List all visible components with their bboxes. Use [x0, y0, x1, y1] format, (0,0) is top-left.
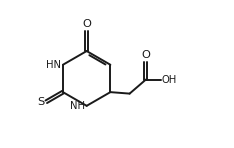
Text: OH: OH	[162, 75, 177, 85]
Text: S: S	[37, 98, 44, 107]
Text: NH: NH	[70, 101, 85, 111]
Text: HN: HN	[46, 60, 61, 70]
Text: O: O	[82, 19, 91, 29]
Text: O: O	[142, 50, 150, 60]
